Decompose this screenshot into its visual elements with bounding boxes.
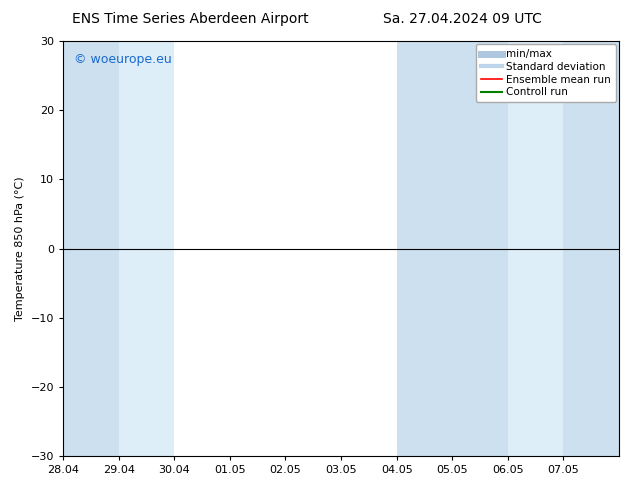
Text: ENS Time Series Aberdeen Airport: ENS Time Series Aberdeen Airport bbox=[72, 12, 309, 26]
Text: Sa. 27.04.2024 09 UTC: Sa. 27.04.2024 09 UTC bbox=[384, 12, 542, 26]
Bar bbox=[564, 41, 619, 456]
Bar bbox=[63, 41, 119, 456]
Bar bbox=[508, 41, 564, 456]
Bar bbox=[119, 41, 174, 456]
Bar bbox=[397, 41, 452, 456]
Bar bbox=[452, 41, 508, 456]
Text: © woeurope.eu: © woeurope.eu bbox=[74, 53, 172, 67]
Legend: min/max, Standard deviation, Ensemble mean run, Controll run: min/max, Standard deviation, Ensemble me… bbox=[476, 44, 616, 102]
Y-axis label: Temperature 850 hPa (°C): Temperature 850 hPa (°C) bbox=[15, 176, 25, 321]
